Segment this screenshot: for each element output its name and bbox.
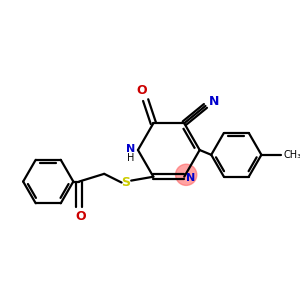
- Text: N: N: [126, 144, 135, 154]
- Circle shape: [176, 164, 197, 185]
- Text: S: S: [121, 176, 130, 189]
- Text: CH₃: CH₃: [283, 150, 300, 160]
- Text: H: H: [127, 153, 134, 163]
- Text: O: O: [136, 84, 147, 97]
- Text: N: N: [186, 173, 196, 183]
- Text: O: O: [76, 210, 86, 223]
- Text: N: N: [209, 94, 219, 108]
